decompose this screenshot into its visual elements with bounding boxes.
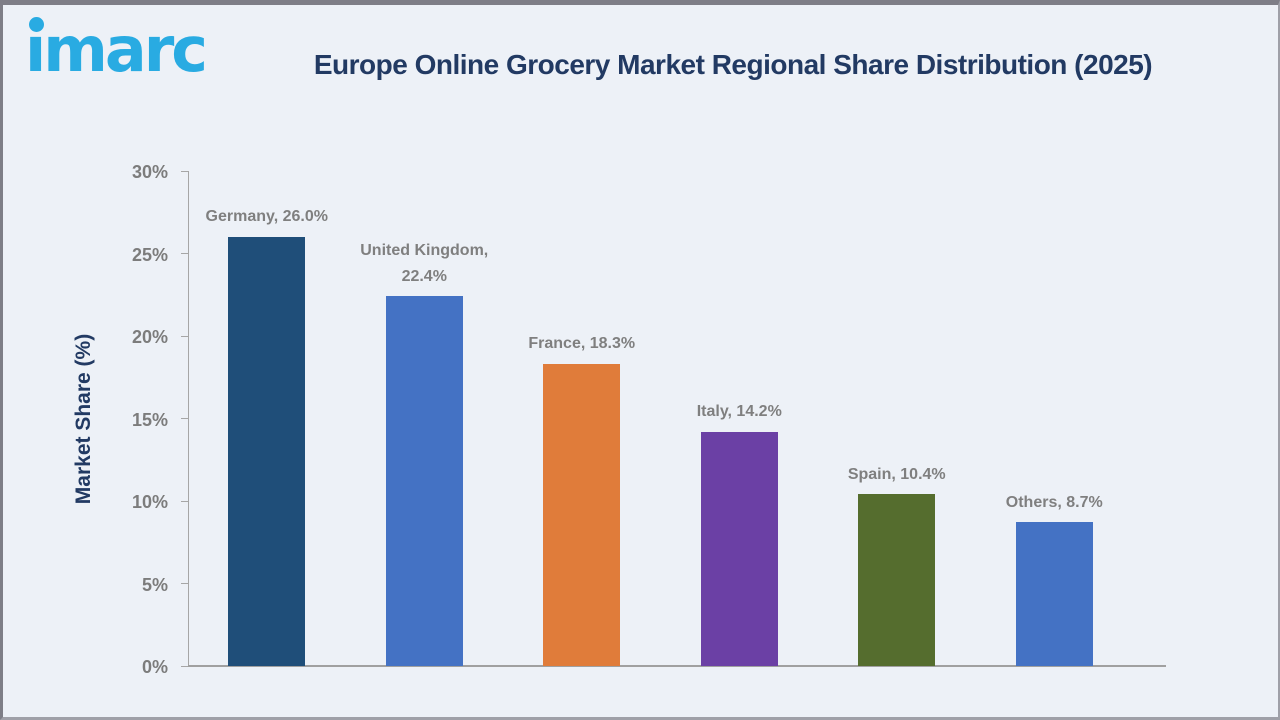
bar-data-label: United Kingdom, 22.4% <box>360 242 489 285</box>
y-axis-line <box>188 171 189 666</box>
bar-france <box>543 364 621 666</box>
y-tick-label: 30% <box>131 162 168 182</box>
bar-italy <box>700 431 778 666</box>
y-tick-mark <box>181 500 188 502</box>
bar-slot-spain: Spain, 10.4% <box>818 171 976 666</box>
bar-slot-united-kingdom: United Kingdom, 22.4% <box>346 171 504 666</box>
x-axis-line <box>188 665 1166 667</box>
plot-area: 0% 5% 10% 15% 20% 25% 30% Germany, 26.0% United … <box>132 163 1168 676</box>
bar-germany <box>228 237 306 666</box>
imarc-logo: ımarc <box>23 7 243 103</box>
bar-slot-italy: Italy, 14.2% <box>661 171 819 666</box>
bar-data-label: Germany, 26.0% <box>205 208 328 226</box>
chart-title: Europe Online Grocery Market Regional Sh… <box>313 49 1153 80</box>
y-tick-label: 5% <box>141 574 168 595</box>
bar-data-label: Italy, 14.2% <box>696 403 782 421</box>
logo-text: ımarc <box>25 13 208 86</box>
y-tick-mark <box>181 253 188 254</box>
y-tick-label: 10% <box>131 492 168 512</box>
y-tick-mark <box>181 170 188 172</box>
y-tick-label: 25% <box>131 244 168 265</box>
bar-data-label: Spain, 10.4% <box>847 465 946 483</box>
y-tick-mark <box>181 583 188 584</box>
bar-united-kingdom <box>385 296 463 666</box>
y-tick-label: 0% <box>141 657 168 677</box>
y-tick-label: 15% <box>131 409 168 430</box>
y-tick-mark <box>181 418 188 419</box>
y-tick-mark <box>181 335 188 337</box>
bar-data-label: France, 18.3% <box>528 335 636 353</box>
bar-others <box>1015 522 1093 666</box>
y-tick-mark <box>181 665 188 667</box>
bar-data-label: Others, 8.7% <box>1005 493 1103 511</box>
bar-slot-france: France, 18.3% <box>503 171 661 666</box>
bar-slot-others: Others, 8.7% <box>976 171 1134 666</box>
bar-slot-germany: Germany, 26.0% <box>188 171 346 666</box>
logo-dot-icon <box>29 17 44 32</box>
bar-spain <box>858 494 936 666</box>
y-tick-label: 20% <box>131 327 168 347</box>
